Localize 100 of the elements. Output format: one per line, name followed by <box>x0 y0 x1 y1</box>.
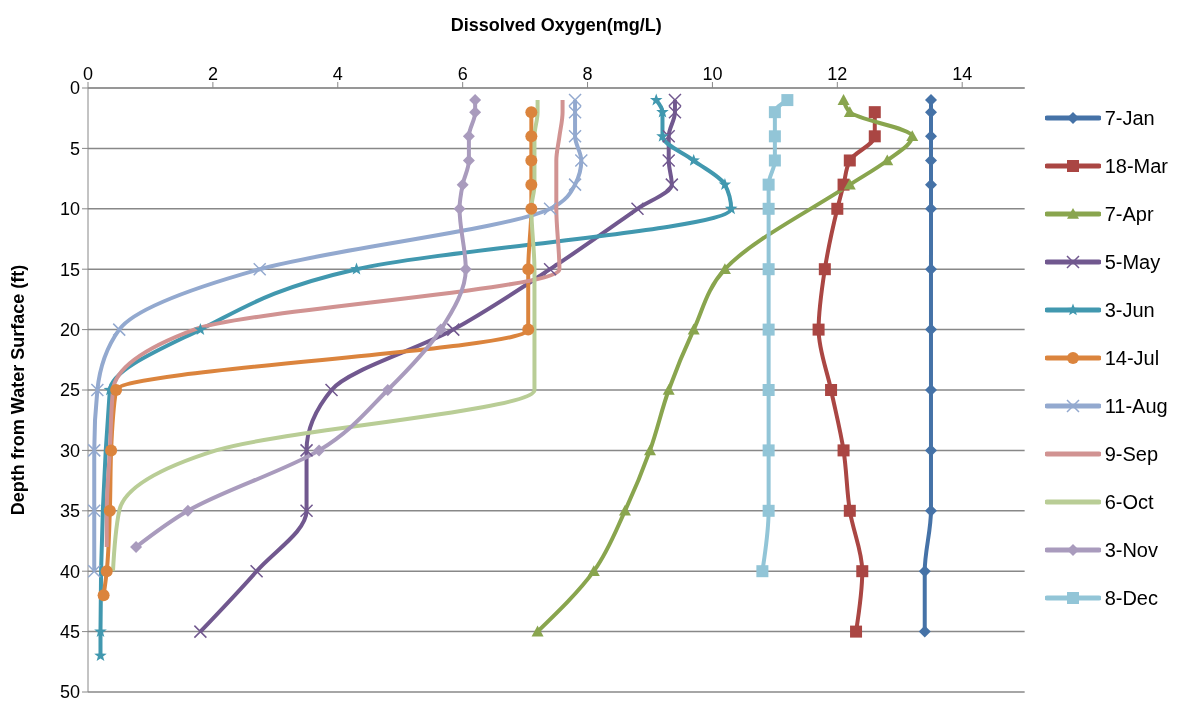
point <box>522 323 535 336</box>
point <box>762 202 775 215</box>
point <box>762 178 775 191</box>
point <box>543 202 557 216</box>
point <box>88 504 101 518</box>
point <box>525 130 538 143</box>
point <box>299 443 314 458</box>
point <box>193 624 208 639</box>
legend-label: 9-Sep <box>1104 442 1159 466</box>
point <box>434 323 447 336</box>
point <box>850 625 863 638</box>
legend-label: 8-Dec <box>1104 586 1158 610</box>
y-tick-label: 50 <box>59 682 80 703</box>
point <box>324 383 339 397</box>
point <box>856 565 869 578</box>
point <box>762 444 775 457</box>
point <box>868 106 881 119</box>
legend-label: 3-Nov <box>1104 538 1158 562</box>
point <box>112 322 126 337</box>
point <box>668 105 682 119</box>
point <box>110 384 123 396</box>
point <box>762 323 775 336</box>
legend-label: 14-Jul <box>1104 346 1160 370</box>
point <box>181 504 194 517</box>
y-tick-label: 15 <box>59 259 80 280</box>
point <box>88 564 101 578</box>
point <box>665 177 679 192</box>
point <box>812 323 825 336</box>
y-tick-label: 10 <box>59 199 80 220</box>
point <box>837 444 850 457</box>
x-axis-title: Dissolved Oxygen(mg/L) <box>450 14 662 35</box>
point <box>525 154 538 167</box>
point <box>661 129 676 144</box>
point <box>568 93 582 107</box>
x-tick-label: 10 <box>702 64 723 84</box>
point <box>90 383 105 397</box>
point <box>662 384 675 395</box>
point <box>718 263 731 274</box>
y-axis-title: Depth from Water Surface (ft) <box>8 264 29 516</box>
point <box>687 323 700 335</box>
point <box>194 323 207 335</box>
point <box>818 263 831 276</box>
point <box>100 565 113 578</box>
point <box>768 154 781 167</box>
point <box>574 153 589 168</box>
point <box>97 589 110 602</box>
point <box>687 153 700 166</box>
point <box>568 105 582 119</box>
point <box>525 202 538 215</box>
point <box>781 94 794 107</box>
point <box>643 444 656 456</box>
point <box>105 444 118 457</box>
point <box>568 129 582 144</box>
point <box>522 263 535 276</box>
point <box>630 202 645 216</box>
point <box>88 443 101 458</box>
x-tick-label: 4 <box>332 64 343 84</box>
point <box>446 322 461 337</box>
x-tick-label: 8 <box>582 64 593 84</box>
point <box>843 178 856 190</box>
legend-label: 3-Jun <box>1104 298 1155 322</box>
point <box>531 625 544 637</box>
y-tick-label: 0 <box>69 78 80 99</box>
point <box>843 106 856 117</box>
x-tick-label: 6 <box>457 64 468 84</box>
point <box>762 384 775 396</box>
point <box>831 202 844 215</box>
point <box>906 130 919 142</box>
point <box>525 106 538 119</box>
point <box>568 177 582 192</box>
point <box>668 93 682 107</box>
y-tick-label: 20 <box>59 319 80 340</box>
point <box>762 504 775 517</box>
point <box>656 105 669 118</box>
point <box>103 504 116 517</box>
x-tick-label: 0 <box>82 64 94 84</box>
legend-label: 11-Aug <box>1104 394 1168 418</box>
point <box>313 444 326 457</box>
x-tick-label: 14 <box>952 64 973 84</box>
y-tick-label: 35 <box>59 501 80 522</box>
legend-label: 7-Apr <box>1104 202 1154 226</box>
point <box>249 564 264 578</box>
legend-label: 18-Mar <box>1104 154 1168 178</box>
y-tick-label: 40 <box>59 561 80 582</box>
point <box>868 130 881 143</box>
point <box>843 504 856 517</box>
point <box>252 262 267 276</box>
point <box>768 130 781 143</box>
point <box>649 93 663 106</box>
point <box>837 94 850 105</box>
point <box>825 384 838 396</box>
point <box>718 178 732 190</box>
point <box>587 565 600 576</box>
y-tick-label: 30 <box>59 440 80 461</box>
point <box>756 565 769 578</box>
x-tick-label: 2 <box>207 64 218 84</box>
point <box>656 129 669 142</box>
y-tick-label: 25 <box>59 380 80 401</box>
y-tick-label: 5 <box>69 138 80 159</box>
point <box>456 178 469 191</box>
